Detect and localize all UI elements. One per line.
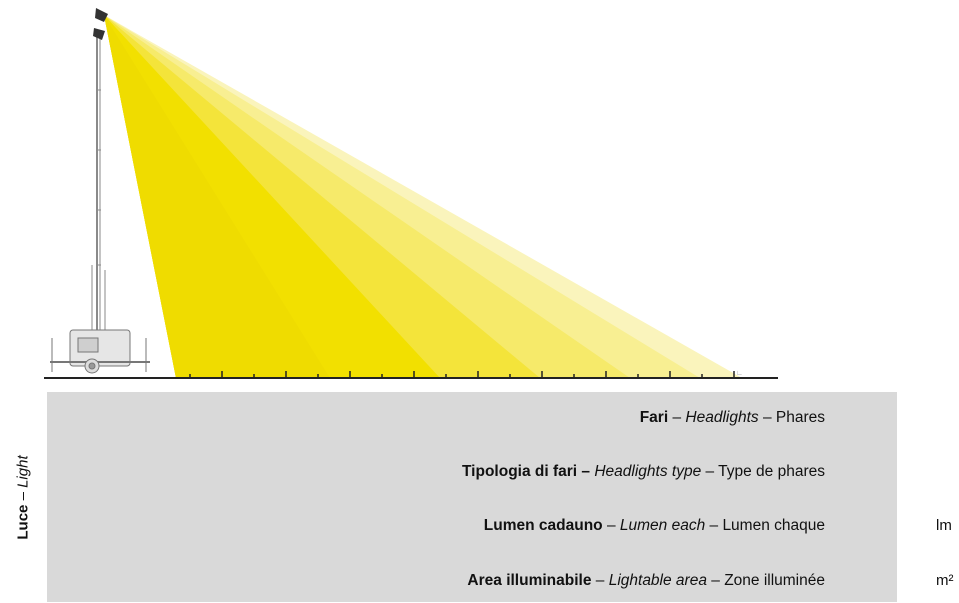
row-lightable-area: Area illuminabile – Lightable area – Zon… [467, 572, 825, 589]
specs-table: Fari – Headlights – Phares Tipologia di … [47, 392, 897, 602]
end-marker: ∟ [736, 370, 743, 377]
row-headlights-type: Tipologia di fari – Headlights type – Ty… [461, 463, 825, 480]
light-beam-core [104, 15, 330, 378]
distance-ticks [189, 371, 735, 378]
light-tower-mast [91, 30, 106, 330]
row-lumen-each: Lumen cadauno – Lumen each – Lumen chaqu… [483, 517, 825, 534]
side-label: Luce – Light [14, 454, 32, 540]
side-label-bold: Luce [14, 504, 32, 540]
row-headlights: Fari – Headlights – Phares [639, 409, 825, 426]
lamp-heads [93, 8, 108, 40]
unit-lumen: lm [936, 517, 952, 534]
light-tower-illustration: ∟ [44, 8, 778, 379]
side-label-italic: Light [14, 454, 32, 488]
unit-area: m² [936, 572, 954, 589]
generator-trailer [50, 329, 150, 374]
